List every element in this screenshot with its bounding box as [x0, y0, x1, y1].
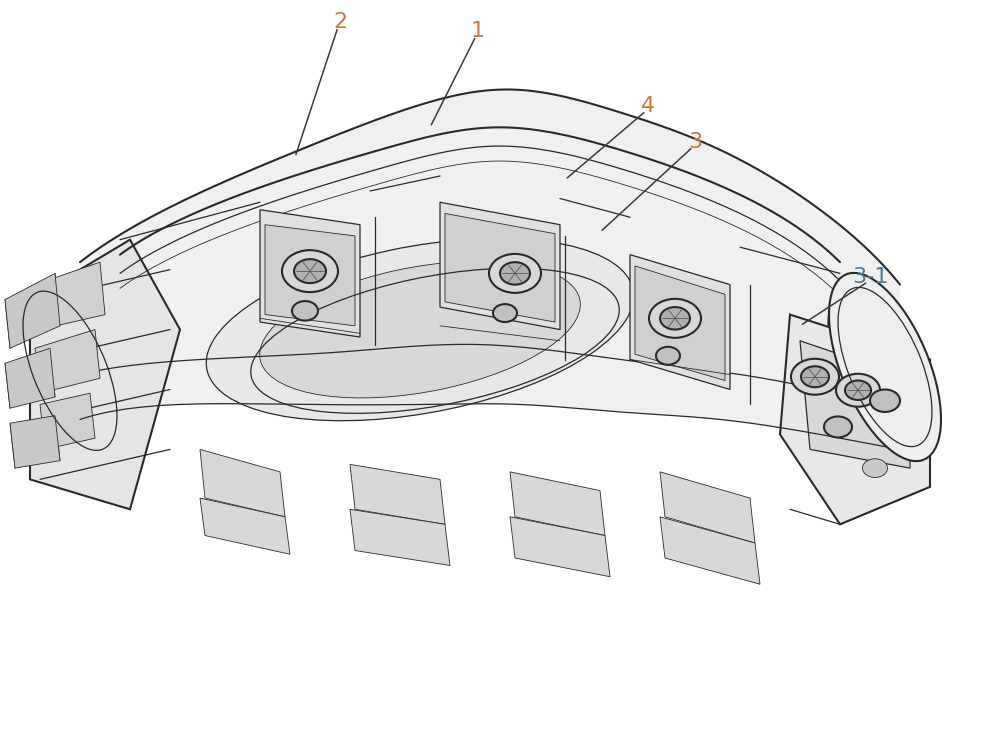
- Circle shape: [649, 299, 701, 338]
- Polygon shape: [40, 393, 95, 449]
- Circle shape: [791, 359, 839, 395]
- Polygon shape: [510, 517, 610, 577]
- Circle shape: [656, 347, 680, 365]
- Circle shape: [836, 374, 880, 407]
- Polygon shape: [200, 498, 290, 554]
- Polygon shape: [350, 509, 450, 565]
- Polygon shape: [265, 225, 355, 326]
- Circle shape: [801, 366, 829, 387]
- Circle shape: [493, 304, 517, 322]
- Polygon shape: [10, 416, 60, 468]
- Polygon shape: [800, 341, 910, 468]
- Circle shape: [870, 389, 900, 412]
- Ellipse shape: [206, 238, 634, 421]
- Circle shape: [500, 262, 530, 285]
- Ellipse shape: [862, 458, 888, 478]
- Text: 3-1: 3-1: [852, 267, 888, 287]
- Polygon shape: [80, 89, 900, 449]
- Polygon shape: [35, 330, 100, 393]
- Polygon shape: [445, 213, 555, 322]
- Polygon shape: [5, 273, 60, 348]
- Polygon shape: [635, 266, 725, 380]
- Polygon shape: [630, 255, 730, 389]
- Circle shape: [282, 250, 338, 292]
- Polygon shape: [660, 517, 760, 584]
- Text: 3: 3: [688, 133, 702, 152]
- Ellipse shape: [828, 284, 932, 450]
- Text: 4: 4: [641, 97, 655, 116]
- Circle shape: [489, 254, 541, 293]
- Text: 2: 2: [333, 13, 347, 32]
- Circle shape: [660, 307, 690, 330]
- Polygon shape: [440, 202, 560, 330]
- Polygon shape: [35, 262, 105, 330]
- Circle shape: [292, 301, 318, 321]
- Circle shape: [824, 416, 852, 437]
- Ellipse shape: [260, 261, 580, 398]
- Polygon shape: [5, 348, 55, 408]
- Polygon shape: [780, 315, 930, 524]
- Circle shape: [294, 259, 326, 283]
- Circle shape: [845, 380, 871, 400]
- Polygon shape: [200, 449, 285, 517]
- Polygon shape: [260, 210, 360, 337]
- Ellipse shape: [829, 273, 941, 461]
- Polygon shape: [660, 472, 755, 543]
- Polygon shape: [30, 240, 180, 509]
- Polygon shape: [350, 464, 445, 524]
- Text: 1: 1: [471, 22, 485, 41]
- Polygon shape: [510, 472, 605, 536]
